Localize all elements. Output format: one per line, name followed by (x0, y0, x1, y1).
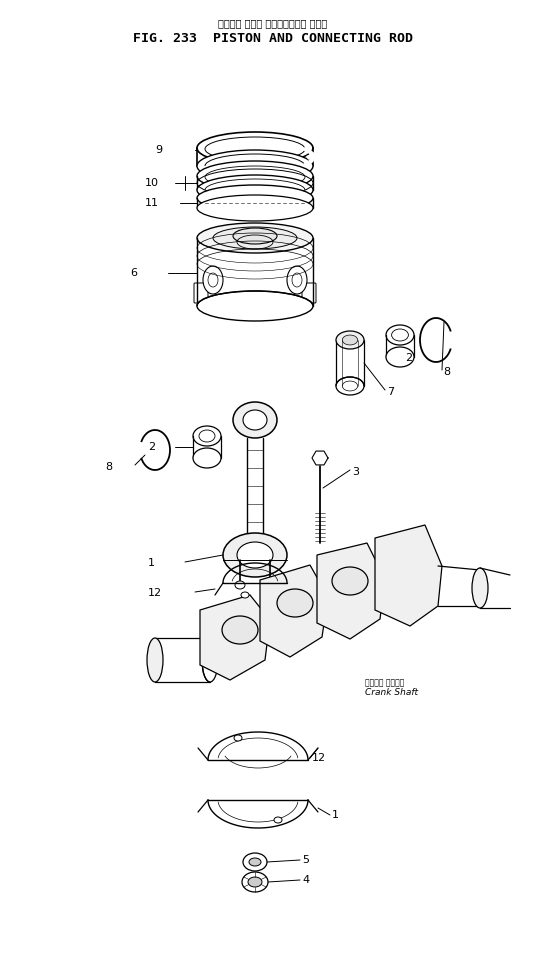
Ellipse shape (274, 817, 282, 823)
Ellipse shape (235, 581, 245, 589)
Ellipse shape (222, 616, 258, 644)
Ellipse shape (332, 567, 368, 595)
Ellipse shape (202, 638, 218, 682)
Ellipse shape (147, 638, 163, 682)
Text: 7: 7 (387, 387, 394, 397)
FancyBboxPatch shape (302, 283, 316, 303)
Ellipse shape (197, 291, 313, 321)
Polygon shape (200, 595, 270, 680)
Ellipse shape (241, 592, 249, 598)
Text: 3: 3 (352, 467, 359, 477)
Polygon shape (260, 565, 328, 657)
Ellipse shape (287, 266, 307, 294)
Ellipse shape (342, 335, 358, 345)
Ellipse shape (386, 347, 414, 367)
Text: 6: 6 (130, 268, 137, 278)
Ellipse shape (336, 331, 364, 349)
Ellipse shape (243, 853, 267, 871)
Ellipse shape (193, 426, 221, 446)
Ellipse shape (242, 872, 268, 892)
Polygon shape (317, 543, 385, 639)
Ellipse shape (213, 227, 297, 249)
Ellipse shape (197, 195, 313, 221)
Ellipse shape (233, 228, 277, 244)
Ellipse shape (197, 175, 313, 205)
Ellipse shape (193, 448, 221, 468)
Text: 10: 10 (145, 178, 159, 188)
Text: 1: 1 (148, 558, 155, 568)
Text: Crank Shaft: Crank Shaft (365, 688, 418, 697)
Ellipse shape (249, 858, 261, 866)
Ellipse shape (234, 735, 242, 741)
Text: クランク シャフト: クランク シャフト (365, 678, 404, 687)
Ellipse shape (197, 185, 313, 211)
Ellipse shape (197, 150, 313, 182)
Ellipse shape (237, 542, 273, 568)
Text: FIG. 233  PISTON AND CONNECTING ROD: FIG. 233 PISTON AND CONNECTING ROD (133, 32, 413, 45)
Text: 8: 8 (105, 462, 112, 472)
Text: 1: 1 (332, 810, 339, 820)
Ellipse shape (197, 132, 313, 164)
Text: 12: 12 (148, 588, 162, 598)
Text: ピストン および コネクティング ロッド: ピストン および コネクティング ロッド (218, 18, 328, 28)
Text: 5: 5 (302, 855, 309, 865)
Ellipse shape (197, 161, 313, 191)
Ellipse shape (265, 581, 275, 589)
Ellipse shape (472, 568, 488, 608)
Ellipse shape (336, 377, 364, 395)
Ellipse shape (243, 410, 267, 430)
Text: 12: 12 (312, 753, 326, 763)
Ellipse shape (197, 223, 313, 253)
Text: 4: 4 (302, 875, 309, 885)
Text: 9: 9 (155, 145, 162, 155)
Ellipse shape (277, 589, 313, 617)
FancyBboxPatch shape (194, 283, 208, 303)
Text: 8: 8 (443, 367, 450, 377)
Ellipse shape (203, 266, 223, 294)
Ellipse shape (386, 325, 414, 345)
Text: 11: 11 (145, 198, 159, 208)
Polygon shape (375, 525, 442, 626)
Ellipse shape (223, 533, 287, 577)
Text: 2: 2 (405, 353, 412, 363)
Ellipse shape (233, 402, 277, 438)
Ellipse shape (248, 877, 262, 887)
Text: 2: 2 (148, 442, 155, 452)
